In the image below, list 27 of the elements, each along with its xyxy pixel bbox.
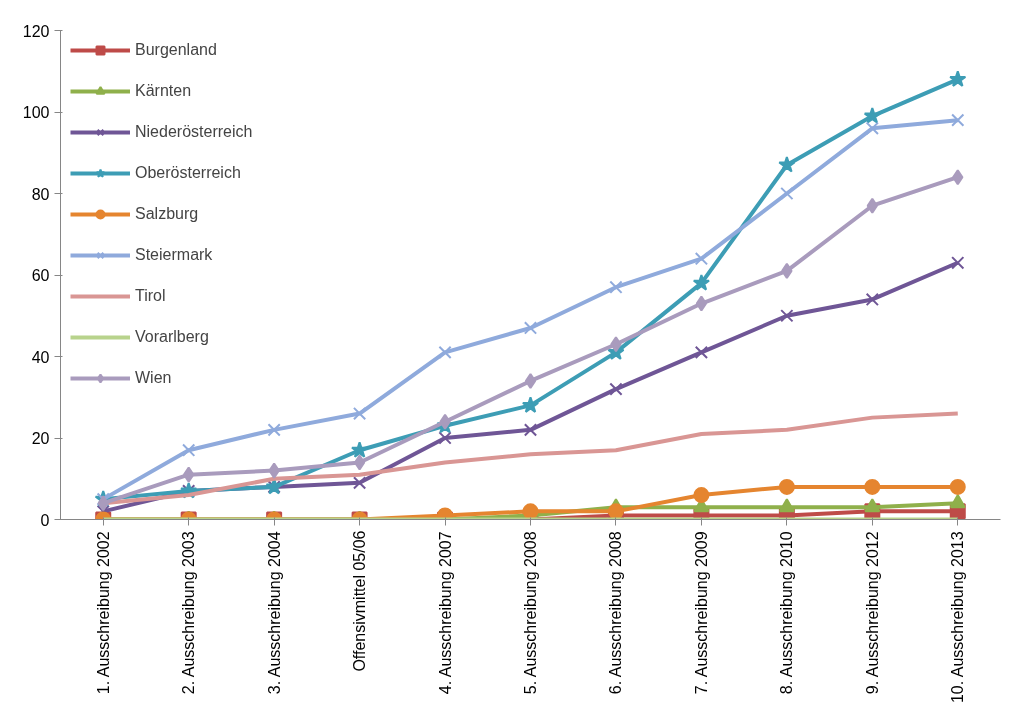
x-tick-label: 4. Ausschreibung 2007 bbox=[436, 531, 454, 695]
y-tick-label: 0 bbox=[40, 511, 50, 529]
y-tick-label: 20 bbox=[31, 430, 50, 447]
legend-label: Wien bbox=[135, 369, 172, 387]
legend-label: Niederösterreich bbox=[135, 123, 253, 141]
legend-label: Salzburg bbox=[135, 205, 199, 223]
legend-label: Burgenland bbox=[135, 41, 217, 59]
y-tick-label: 40 bbox=[31, 348, 50, 366]
y-tick-label: 100 bbox=[22, 104, 50, 121]
y-tick-label: 80 bbox=[31, 185, 50, 203]
x-tick-label: 5. Ausschreibung 2008 bbox=[522, 531, 539, 695]
x-tick-label: 3. Ausschreibung 2004 bbox=[265, 531, 283, 695]
x-tick-label: 6. Ausschreibung 2008 bbox=[607, 531, 625, 695]
y-tick-label: 120 bbox=[22, 22, 50, 40]
legend-label: Vorarlberg bbox=[135, 328, 209, 346]
x-tick-label: 9. Ausschreibung 2012 bbox=[863, 531, 881, 695]
x-tick-label: 8. Ausschreibung 2010 bbox=[778, 531, 796, 695]
x-tick-label: 7. Ausschreibung 2009 bbox=[692, 531, 710, 695]
x-tick-label: 10. Ausschreibung 2013 bbox=[949, 531, 967, 704]
y-tick-label: 60 bbox=[31, 267, 50, 284]
legend-label: Tirol bbox=[135, 287, 166, 305]
x-tick-label: 1. Ausschreibung 2002 bbox=[94, 531, 112, 695]
legend-label: Kärnten bbox=[135, 82, 192, 100]
x-tick-label: 2. Ausschreibung 2003 bbox=[180, 531, 198, 695]
legend-label: Oberösterreich bbox=[135, 164, 241, 182]
x-tick-label: Offensivmittel 05/06 bbox=[351, 530, 369, 672]
legend-label: Steiermark bbox=[135, 246, 213, 264]
